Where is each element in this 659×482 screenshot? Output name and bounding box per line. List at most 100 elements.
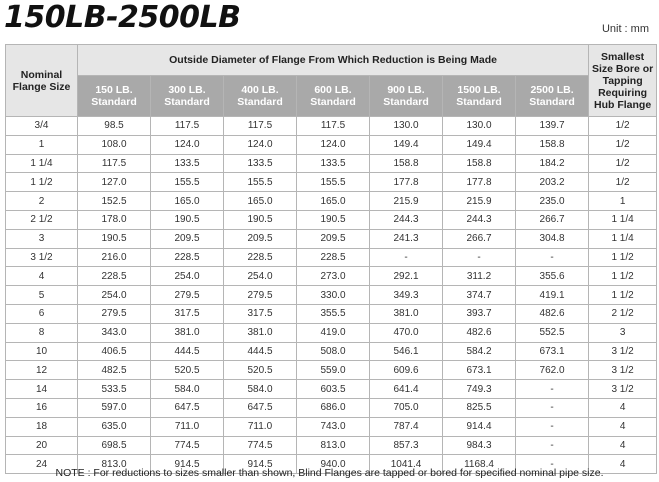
diameter-cell: 419.0 [296,322,370,343]
nominal-size-cell: 3 [5,228,78,249]
nominal-size-cell: 14 [5,379,78,399]
smallest-bore-header: Smallest Size Bore or Tapping Requiring … [588,44,658,117]
diameter-cell: 190.5 [150,209,224,230]
diameter-cell: 273.0 [296,266,370,287]
diameter-cell: 139.7 [514,116,590,136]
table-row: 1 1/4 117.5 133.5 133.5 133.5 158.8 158.8 184.2… [5,153,658,174]
diameter-cell: 343.0 [77,322,151,343]
smallest-bore-cell: 1/2 [588,153,658,174]
diameter-cell: 1168.4 [442,454,516,475]
diameter-cell: 216.0 [77,247,151,268]
diameter-cell: 117.5 [77,153,151,174]
diameter-cell: 190.5 [77,228,151,249]
diameter-cell: 228.5 [296,247,370,268]
diameter-cell: 482.6 [514,303,590,324]
nominal-size-cell: 5 [5,285,78,305]
diameter-cell: 124.0 [296,134,370,155]
diameter-cell: 209.5 [223,228,297,249]
nominal-size-cell: 1 1/2 [5,172,78,193]
table-row: 24 813.0 914.5 914.5 940.0 1041.4 1168.4-4 [5,454,658,475]
diameter-cell: 133.5 [296,153,370,174]
diameter-cell: 673.1 [514,341,590,362]
table-row: 10 406.5 444.5 444.5 508.0 546.1 584.2 673.1 3 1… [5,341,658,362]
diameter-cell: 508.0 [296,341,370,362]
nominal-size-cell: 3/4 [5,116,78,136]
nominal-size-cell: 3 1/2 [5,247,78,268]
unit-label: Unit : mm [601,23,649,35]
diameter-cell: 244.3 [369,209,443,230]
class-header: 600 LB. Standard [296,75,370,117]
smallest-bore-cell: 1 1/4 [588,228,658,249]
diameter-cell: 209.5 [296,228,370,249]
smallest-bore-cell: 1 1/2 [588,285,658,305]
diameter-cell: 774.5 [150,435,224,456]
diameter-cell: 552.5 [514,322,590,343]
smallest-bore-cell: 4 [588,435,658,456]
class-header: 150 LB. Standard [77,75,151,117]
diameter-cell: 130.0 [369,116,443,136]
diameter-cell: 641.4 [369,379,443,399]
diameter-cell: 254.0 [77,285,151,305]
diameter-cell: 117.5 [150,116,224,136]
diameter-cell: 158.8 [514,134,590,155]
diameter-cell: 317.5 [150,303,224,324]
footnote: NOTE : For reductions to sizes smaller t… [55,467,604,479]
diameter-cell: 330.0 [296,285,370,305]
diameter-cell: 279.5 [150,285,224,305]
diameter-cell: 279.5 [223,285,297,305]
diameter-cell: 177.8 [369,172,443,193]
diameter-cell: 178.0 [77,209,151,230]
nominal-header: Nominal Flange Size [5,44,78,117]
diameter-cell: 203.2 [514,172,590,193]
diameter-cell: - [514,454,590,475]
diameter-cell: 244.3 [442,209,516,230]
diameter-cell: 686.0 [296,397,370,418]
class-header: 1500 LB. Standard [442,75,516,117]
diameter-cell: 304.8 [514,228,590,249]
smallest-bore-cell: 1 [588,191,658,211]
smallest-bore-cell: 4 [588,454,658,475]
diameter-cell: 381.0 [223,322,297,343]
diameter-cell: 584.0 [223,379,297,399]
diameter-cell: 349.3 [369,285,443,305]
nominal-size-cell: 6 [5,303,78,324]
diameter-cell: 857.3 [369,435,443,456]
diameter-cell: - [369,247,443,268]
smallest-bore-cell: 4 [588,397,658,418]
diameter-cell: 743.0 [296,416,370,437]
diameter-cell: 235.0 [514,191,590,211]
diameter-cell: 155.5 [296,172,370,193]
diameter-cell: 190.5 [296,209,370,230]
nominal-size-cell: 16 [5,397,78,418]
diameter-cell: 584.0 [150,379,224,399]
diameter-cell: 705.0 [369,397,443,418]
diameter-cell: 482.6 [442,322,516,343]
table-row: 3/4 98.5 117.5 117.5 117.5 130.0 130.0 139.7 1/2 [5,116,658,136]
table-row: 3 190.5 209.5 209.5 209.5 241.3 266.7 304.8 1 1/… [5,228,658,249]
smallest-bore-cell: 1 1/4 [588,209,658,230]
diameter-cell: 647.5 [223,397,297,418]
table-row: 5 254.0 279.5 279.5 330.0 349.3 374.7 419.1 1 1/… [5,285,658,305]
diameter-cell: 597.0 [77,397,151,418]
class-header: 900 LB. Standard [369,75,443,117]
diameter-cell: 254.0 [150,266,224,287]
diameter-cell: 520.5 [150,360,224,381]
diameter-cell: 609.6 [369,360,443,381]
diameter-cell: 215.9 [442,191,516,211]
diameter-cell: 209.5 [150,228,224,249]
class-header: 300 LB. Standard [150,75,224,117]
diameter-cell: 190.5 [223,209,297,230]
smallest-bore-cell: 1/2 [588,172,658,193]
diameter-cell: 228.5 [150,247,224,268]
nominal-size-cell: 4 [5,266,78,287]
diameter-cell: 914.4 [442,416,516,437]
nominal-size-cell: 1 [5,134,78,155]
diameter-cell: 228.5 [77,266,151,287]
diameter-cell: 130.0 [442,116,516,136]
diameter-cell: 133.5 [150,153,224,174]
diameter-cell: 520.5 [223,360,297,381]
diameter-cell: 603.5 [296,379,370,399]
table-row: 1 1/2 127.0 155.5 155.5 155.5 177.8 177.8 203.2… [5,172,658,193]
diameter-cell: 393.7 [442,303,516,324]
diameter-cell: 444.5 [150,341,224,362]
